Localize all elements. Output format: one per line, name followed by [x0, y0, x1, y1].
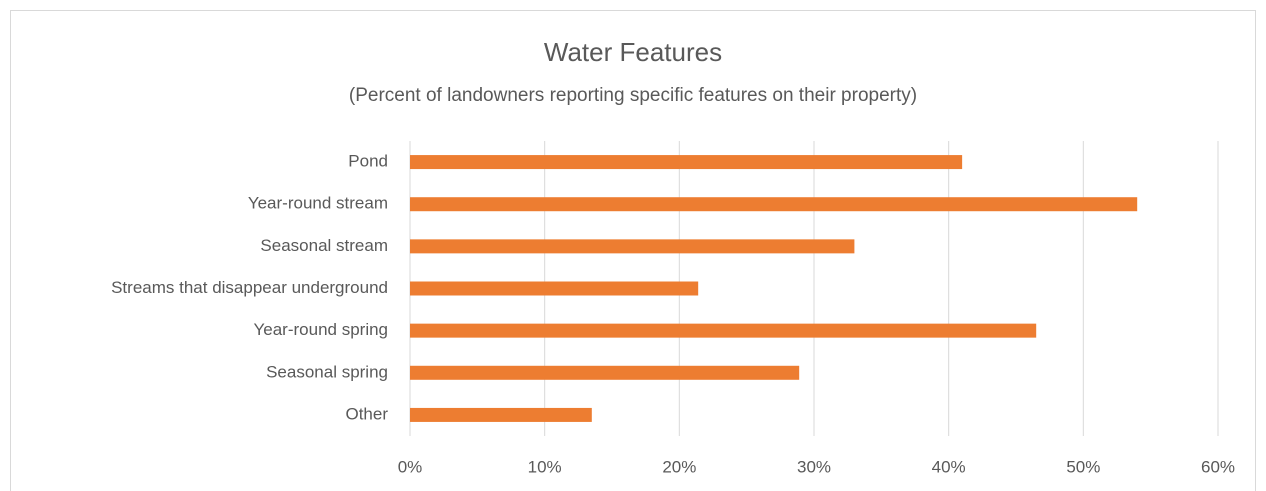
bar	[410, 407, 592, 422]
y-tick-label: Seasonal spring	[266, 362, 388, 381]
bar	[410, 197, 1138, 212]
bar	[410, 323, 1037, 338]
x-tick-label: 60%	[1201, 457, 1235, 476]
x-tick-label: 30%	[797, 457, 831, 476]
x-tick-label: 0%	[398, 457, 423, 476]
x-tick-label: 40%	[932, 457, 966, 476]
y-tick-label: Streams that disappear underground	[111, 278, 388, 297]
y-tick-label: Year-round stream	[248, 194, 388, 213]
y-tick-label: Year-round spring	[253, 320, 388, 339]
y-tick-label: Pond	[348, 152, 388, 171]
y-tick-label: Seasonal stream	[260, 236, 388, 255]
bar	[410, 239, 855, 254]
y-tick-label: Other	[345, 404, 388, 423]
x-tick-label: 10%	[528, 457, 562, 476]
bar	[410, 281, 699, 296]
bar	[410, 365, 800, 380]
x-tick-label: 50%	[1066, 457, 1100, 476]
x-tick-label: 20%	[662, 457, 696, 476]
bar	[410, 155, 963, 170]
chart-title: Water Features	[544, 37, 722, 67]
chart-subtitle: (Percent of landowners reporting specifi…	[349, 85, 917, 106]
